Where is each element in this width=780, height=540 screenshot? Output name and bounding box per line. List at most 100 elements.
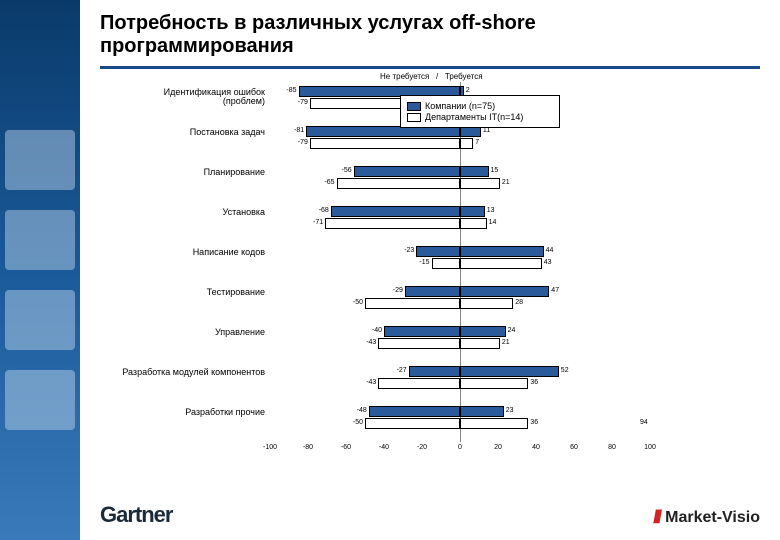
- decor-block: [5, 130, 75, 190]
- bar-a: [416, 246, 460, 257]
- value-label: -79: [298, 139, 308, 146]
- value-label: 44: [546, 247, 554, 254]
- x-tick: -20: [417, 444, 427, 451]
- decor-block: [5, 210, 75, 270]
- bar-b: [460, 178, 500, 189]
- bar-a: [460, 246, 544, 257]
- bar-b: [365, 298, 460, 309]
- legend-label-b: Департаменты IT(n=14): [425, 112, 523, 122]
- x-tick: -80: [303, 444, 313, 451]
- x-tick: -60: [341, 444, 351, 451]
- header-left: Не требуется: [380, 72, 429, 81]
- decor-block: [5, 290, 75, 350]
- legend-item-a: Компании (n=75): [407, 101, 553, 111]
- bar-b: [460, 138, 473, 149]
- bar-a: [460, 326, 506, 337]
- value-label: 47: [551, 287, 559, 294]
- bar-b: [365, 418, 460, 429]
- value-label: -29: [393, 287, 403, 294]
- x-tick: 80: [608, 444, 616, 451]
- x-tick: 60: [570, 444, 578, 451]
- header-right: Требуется: [445, 72, 483, 81]
- category-label: Установка: [120, 208, 265, 217]
- bar-b: [460, 418, 528, 429]
- bar-a: [460, 206, 485, 217]
- value-label: -71: [313, 219, 323, 226]
- bar-b: [378, 338, 460, 349]
- bar-a: [384, 326, 460, 337]
- value-label: -15: [419, 259, 429, 266]
- bar-b: [378, 378, 460, 389]
- left-decor-strip: [0, 0, 80, 540]
- category-label: Планирование: [120, 168, 265, 177]
- decor-block: [5, 370, 75, 430]
- bar-a: [369, 406, 460, 417]
- legend-item-b: Департаменты IT(n=14): [407, 112, 553, 122]
- value-label: -27: [397, 367, 407, 374]
- value-label: 24: [508, 327, 516, 334]
- value-label: -43: [366, 339, 376, 346]
- value-label: 21: [502, 179, 510, 186]
- x-axis: -100-80-60-40-20020406080100: [270, 444, 650, 458]
- legend-label-a: Компании (n=75): [425, 101, 495, 111]
- plot-area: Идентификация ошибок (проблем)-852-797По…: [270, 82, 650, 442]
- value-label: -68: [319, 207, 329, 214]
- value-label: 13: [487, 207, 495, 214]
- value-label: -50: [353, 299, 363, 306]
- bar-a: [405, 286, 460, 297]
- bar-a: [354, 166, 460, 177]
- bar-a: [460, 406, 504, 417]
- value-label: 21: [502, 339, 510, 346]
- x-tick: -40: [379, 444, 389, 451]
- value-label: 23: [506, 407, 514, 414]
- x-tick: 40: [532, 444, 540, 451]
- header-sep: /: [436, 72, 438, 81]
- value-label: 43: [544, 259, 552, 266]
- bar-b: [460, 218, 487, 229]
- bar-a: [460, 166, 489, 177]
- value-label: 7: [475, 139, 479, 146]
- value-label: 52: [561, 367, 569, 374]
- bar-b: [337, 178, 461, 189]
- market-visio-logo: /// Market-Visio: [653, 507, 760, 528]
- bar-b: [460, 378, 528, 389]
- chart-legend: Компании (n=75) Департаменты IT(n=14): [400, 95, 560, 128]
- value-label: -65: [324, 179, 334, 186]
- value-label: -48: [357, 407, 367, 414]
- market-visio-icon: ///: [653, 507, 659, 528]
- category-label: Управление: [120, 328, 265, 337]
- category-label: Идентификация ошибок (проблем): [120, 88, 265, 107]
- value-label: -85: [286, 87, 296, 94]
- value-label: -79: [298, 99, 308, 106]
- value-label: 36: [530, 379, 538, 386]
- value-label: 94: [640, 419, 648, 426]
- bar-b: [325, 218, 460, 229]
- chart: Не требуется / Требуется Идентификация о…: [120, 82, 680, 462]
- gartner-logo: Gartner: [100, 502, 172, 528]
- value-label: -81: [294, 127, 304, 134]
- bar-b: [460, 298, 513, 309]
- bar-a: [409, 366, 460, 377]
- value-label: -50: [353, 419, 363, 426]
- market-visio-text: Market-Visio: [665, 509, 760, 527]
- category-label: Тестирование: [120, 288, 265, 297]
- bar-a: [460, 366, 559, 377]
- swatch-icon: [407, 113, 421, 122]
- value-label: -40: [372, 327, 382, 334]
- value-label: -43: [366, 379, 376, 386]
- page-title: Потребность в различных услугах off-shor…: [100, 12, 700, 58]
- value-label: -56: [341, 167, 351, 174]
- chart-header: Не требуется / Требуется: [380, 72, 640, 81]
- title-rule: [100, 66, 760, 69]
- swatch-icon: [407, 102, 421, 111]
- category-label: Разработка модулей компонентов: [120, 368, 265, 377]
- value-label: 14: [489, 219, 497, 226]
- value-label: 15: [491, 167, 499, 174]
- value-label: 28: [515, 299, 523, 306]
- x-tick: 100: [644, 444, 656, 451]
- x-tick: -100: [263, 444, 277, 451]
- bar-b: [432, 258, 461, 269]
- bar-a: [331, 206, 460, 217]
- x-tick: 0: [458, 444, 462, 451]
- value-label: -23: [404, 247, 414, 254]
